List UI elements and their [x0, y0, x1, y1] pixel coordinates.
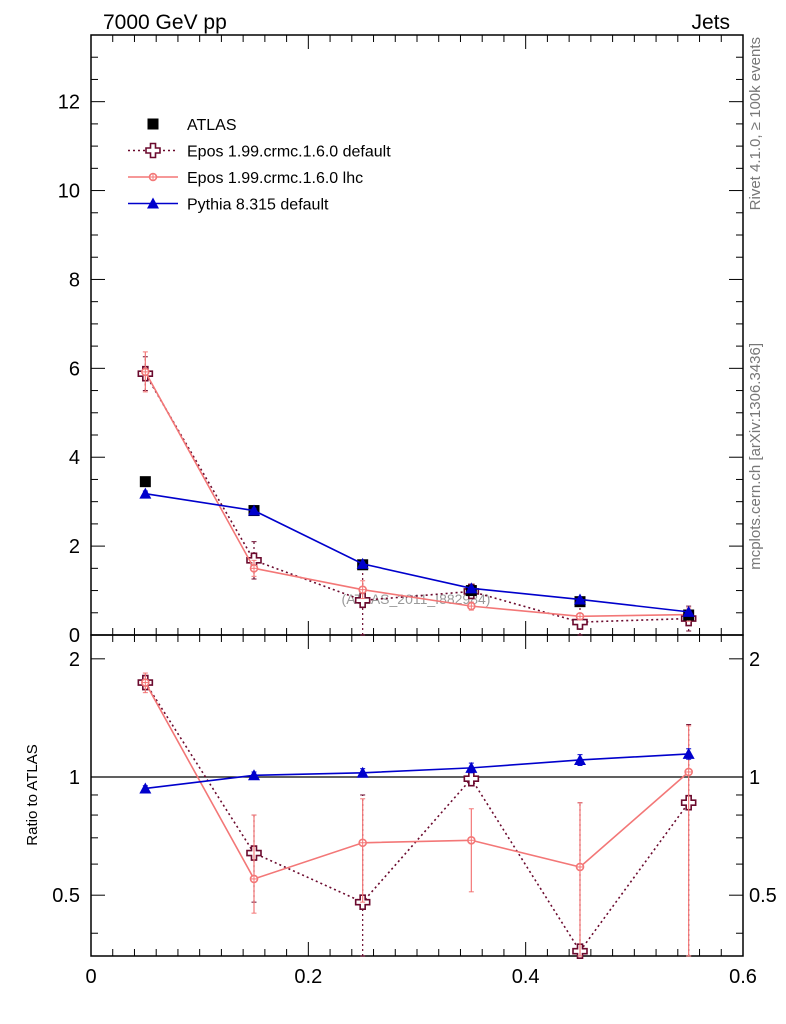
- main-pythia-8-315-default-point: [139, 487, 152, 499]
- ratio-y-tick-label-right: 2: [749, 649, 760, 671]
- y-tick-label: 0: [69, 625, 80, 647]
- ratio-epos-1-99-crmc-1-6-0-default-line: [144, 682, 690, 953]
- main-pythia-8-315-default-point: [248, 504, 260, 516]
- x-tick-label: 0.6: [729, 966, 757, 988]
- y-tick-label: 10: [58, 181, 80, 203]
- legend-pythia-8-315-default-marker: [147, 197, 159, 209]
- legend: ATLAS Epos 1.99.crmc.1.6.0 default Epos 1.…: [128, 117, 391, 214]
- main-plot: [137, 351, 697, 636]
- ratio-pythia-8-315-default-point: [574, 753, 586, 765]
- legend-atlas-marker: [147, 118, 159, 130]
- legend-epos-1-99-crmc-1-6-0-default-marker: [145, 142, 161, 159]
- ratio-y-tick-label: 1: [69, 767, 80, 789]
- ratio-pythia-8-315-default-point: [248, 769, 260, 781]
- ratio-pythia-8-315-default-point: [682, 747, 695, 759]
- ratio-y-tick-label-right: 0.5: [749, 885, 777, 907]
- main-atlas-point: [139, 476, 151, 488]
- main-epos-1-99-crmc-1-6-0-default-line: [144, 373, 689, 623]
- ratio-plot: [137, 672, 697, 959]
- header-right: Jets: [691, 11, 730, 34]
- ratio-pythia-8-315-default-point: [465, 761, 478, 773]
- rivet-label: Rivet 4.1.0, ≥ 100k events: [747, 37, 764, 210]
- y-tick-label: 2: [69, 536, 80, 558]
- ratio-epos-1-99-crmc-1-6-0-lhc-line: [144, 682, 690, 880]
- ratio-pythia-8-315-default-line: [145, 753, 689, 790]
- main-pythia-8-315-default-point: [465, 582, 478, 594]
- ratio-y-tick-label-right: 1: [749, 767, 760, 789]
- ratio-y-tick-label: 0.5: [52, 885, 80, 907]
- main-pythia-8-315-default-line: [145, 492, 689, 613]
- source-label: mcplots.cern.ch [arXiv:1306.3436]: [747, 343, 764, 570]
- ratio-pythia-8-315-default-point: [356, 766, 369, 778]
- legend-pythia-8-315-default-label: Pythia 8.315 default: [187, 197, 329, 214]
- main-epos-1-99-crmc-1-6-0-default-point: [354, 592, 371, 609]
- legend-epos-1-99-crmc-1-6-0-lhc-label: Epos 1.99.crmc.1.6.0 lhc: [187, 170, 363, 187]
- ratio-panel-frame: [90, 634, 744, 957]
- y-tick-label: 6: [69, 358, 80, 380]
- legend-atlas-label: ATLAS: [187, 117, 237, 134]
- ratio-epos-1-99-crmc-1-6-0-default-point: [463, 770, 480, 787]
- y-tick-label: 8: [69, 269, 80, 291]
- x-tick-label: 0.4: [512, 966, 540, 988]
- ratio-y-tick-label: 2: [69, 649, 80, 671]
- y-tick-label: 4: [69, 447, 80, 469]
- main-pythia-8-315-default-point: [682, 605, 695, 617]
- main-pythia-8-315-default-point: [574, 593, 586, 605]
- y-tick-label: 12: [58, 92, 80, 114]
- ratio-pythia-8-315-default-point: [139, 782, 152, 794]
- ratio-ylabel: Ratio to ATLAS: [24, 744, 41, 845]
- header-left: 7000 GeV pp: [103, 11, 227, 34]
- main-pythia-8-315-default-point: [356, 557, 369, 569]
- x-tick-label: 0.2: [294, 966, 322, 988]
- main-epos-1-99-crmc-1-6-0-lhc-line: [144, 371, 689, 618]
- legend-epos-1-99-crmc-1-6-0-default-label: Epos 1.99.crmc.1.6.0 default: [187, 144, 391, 161]
- x-tick-label: 0: [85, 966, 96, 988]
